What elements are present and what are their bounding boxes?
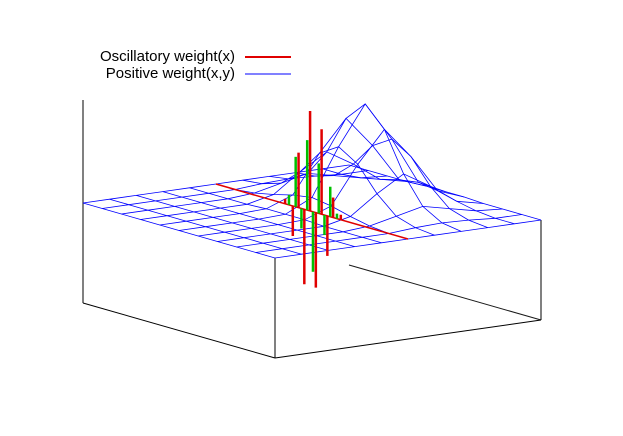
mesh-line [189, 187, 382, 244]
box [82, 100, 542, 359]
mesh-line [295, 138, 488, 228]
mesh-line [242, 146, 435, 236]
box-edge [82, 302, 276, 359]
mesh-line [159, 117, 426, 226]
mesh-line [140, 151, 407, 220]
box-edge [348, 264, 542, 321]
legend-label: Oscillatory weight(x) [100, 48, 235, 65]
mesh-line [121, 172, 388, 215]
mesh-line [178, 103, 446, 231]
legend-label: Positive weight(x,y) [106, 65, 235, 82]
mesh-line [217, 173, 484, 242]
baseline [215, 183, 409, 240]
box-edge [274, 319, 542, 359]
mesh-line [198, 128, 465, 237]
mesh-line [236, 205, 503, 248]
